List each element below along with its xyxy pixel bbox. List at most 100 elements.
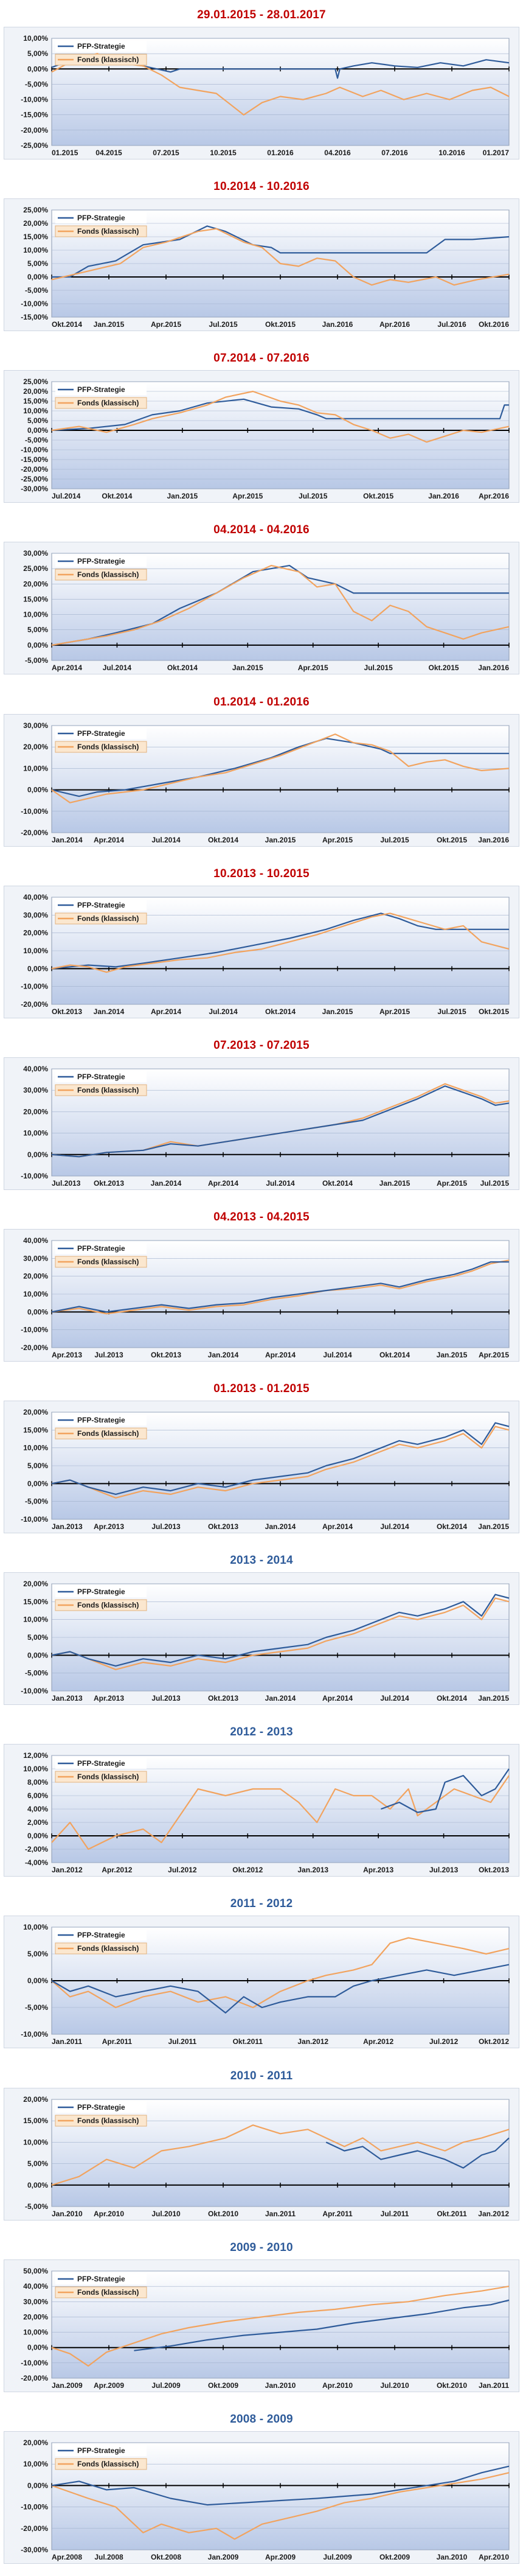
y-tick-label: 30,00%: [23, 911, 48, 919]
legend-label: PFP-Strategie: [77, 42, 125, 51]
y-tick-label: -20,00%: [21, 465, 48, 474]
chart-frame: 50,00% 40,00% 30,00% 20,00% 10,00% 0,00% -10,0…: [4, 2259, 519, 2392]
y-tick-label: 5,00%: [27, 49, 48, 58]
y-tick-label: -5,00%: [25, 1497, 48, 1506]
y-tick-label: 5,00%: [27, 259, 48, 268]
x-tick-label: Jan.2016: [478, 663, 509, 672]
y-tick-label: -4,00%: [25, 1858, 48, 1867]
y-tick-label: 25,00%: [23, 377, 48, 386]
legend-label: Fonds (klassisch): [77, 570, 139, 579]
legend-entry-bg: [55, 2286, 147, 2298]
y-tick-label: 30,00%: [23, 549, 48, 558]
x-tick-label: Okt.2014: [167, 663, 198, 672]
line-chart: 50,00% 40,00% 30,00% 20,00% 10,00% 0,00% -10,0…: [21, 2267, 510, 2390]
chart-panel: 10.2013 - 10.2015 40,00% 30,00% 20,00% 10,00…: [0, 859, 523, 1031]
x-tick-label: Okt.2009: [208, 2381, 238, 2390]
y-tick-label: -5,00%: [25, 80, 48, 88]
x-tick-label: Jul.2013: [151, 1694, 181, 1703]
x-tick-label: Apr.2015: [298, 663, 328, 672]
x-tick-label: Jan.2016: [478, 836, 509, 844]
series-line-fonds: [51, 1597, 510, 1670]
x-tick-label: Apr.2014: [265, 1351, 296, 1359]
line-chart: 40,00% 30,00% 20,00% 10,00% 0,00% -10,00% -20,…: [21, 893, 510, 1016]
chart-title: 04.2014 - 04.2016: [213, 523, 310, 536]
x-tick-label: Okt.2012: [232, 1866, 263, 1874]
chart-title: 2009 - 2010: [230, 2241, 293, 2254]
x-tick-label: Jul.2012: [429, 2037, 459, 2046]
legend-label: Fonds (klassisch): [77, 227, 139, 236]
series-line-strategie: [325, 2137, 510, 2169]
legend-entry-bg: [55, 1586, 147, 1597]
series-line-fonds: [51, 565, 510, 646]
series-line-strategie: [381, 1768, 510, 1813]
y-tick-label: 30,00%: [23, 1254, 48, 1262]
chart-panel: 2010 - 2011 20,00% 15,00% 10,00% 5,00% 0,00% -…: [0, 2061, 523, 2233]
x-tick-label: Jul.2015: [209, 320, 238, 329]
x-tick-label: Okt.2015: [429, 663, 459, 672]
y-tick-label: 30,00%: [23, 2297, 48, 2306]
x-tick-label: Jan.2013: [297, 1866, 328, 1874]
y-tick-label: -10,00%: [21, 2503, 48, 2511]
legend-label: PFP-Strategie: [77, 214, 125, 222]
legend-entry-bg: [55, 2458, 147, 2470]
plot-area: [51, 2270, 510, 2379]
legend-entry-bg: [55, 1427, 147, 1440]
y-tick-label: 50,00%: [23, 2267, 48, 2275]
x-tick-label: Okt.2014: [52, 320, 82, 329]
y-tick-label: -15,00%: [21, 111, 48, 119]
series-line-strategie: [51, 1085, 510, 1158]
y-tick-label: 4,00%: [27, 1805, 48, 1813]
x-tick-label: Okt.2013: [208, 1522, 238, 1531]
y-tick-label: 10,00%: [23, 1290, 48, 1298]
x-tick-label: Apr.2009: [94, 2381, 124, 2390]
x-tick-label: 10.2015: [210, 149, 237, 157]
x-tick-label: Jan.2010: [437, 2553, 468, 2561]
x-tick-label: Apr.2010: [479, 2553, 509, 2561]
x-tick-label: Okt.2014: [208, 836, 238, 844]
line-chart: 10,00% 5,00% 0,00% -5,00% -10,00% -15,00% -20,…: [21, 34, 510, 157]
x-tick-label: Jan.2011: [52, 2037, 82, 2046]
x-tick-label: Jul.2014: [52, 492, 81, 500]
x-tick-label: Okt.2011: [233, 2037, 263, 2046]
x-tick-label: Jan.2011: [265, 2210, 296, 2218]
y-tick-label: -25,00%: [21, 141, 48, 150]
legend-entry-bg: [55, 212, 147, 223]
legend-label: Fonds (klassisch): [77, 399, 139, 407]
legend-label: Fonds (klassisch): [77, 2460, 139, 2468]
x-tick-label: Jan.2015: [379, 1179, 410, 1188]
y-tick-label: -10,00%: [21, 1687, 48, 1695]
legend-entry-bg: [55, 2445, 147, 2456]
x-tick-label: Jan.2015: [322, 1007, 353, 1016]
chart-frame: 10,00% 5,00% 0,00% -5,00% -10,00% Jan.2011 Apr…: [4, 1916, 519, 2048]
x-tick-label: Jan.2015: [232, 663, 263, 672]
x-tick-label: Apr.2012: [102, 1866, 132, 1874]
y-tick-label: 20,00%: [23, 1107, 48, 1116]
y-tick-label: 0,00%: [27, 273, 48, 281]
x-tick-label: Apr.2013: [52, 1351, 82, 1359]
y-tick-label: 10,00%: [23, 1923, 48, 1931]
legend-label: PFP-Strategie: [77, 1244, 125, 1253]
y-tick-label: 20,00%: [23, 219, 48, 228]
x-tick-label: Apr.2015: [322, 836, 353, 844]
series-line-fonds: [51, 1937, 510, 2009]
x-tick-label: Jan.2014: [52, 836, 83, 844]
y-tick-label: -10,00%: [21, 1326, 48, 1334]
legend-label: PFP-Strategie: [77, 1759, 125, 1768]
x-tick-label: Jan.2015: [478, 1694, 509, 1703]
x-tick-label: Jan.2015: [167, 492, 198, 500]
legend-entry-bg: [55, 1071, 147, 1082]
chart-title: 01.2014 - 01.2016: [213, 696, 310, 709]
y-tick-label: 40,00%: [23, 2282, 48, 2291]
x-tick-label: Jan.2012: [52, 1866, 83, 1874]
chart-panel: 2013 - 2014 20,00% 15,00% 10,00% 5,00% 0,00% -…: [0, 1545, 523, 1717]
x-tick-label: Jan.2009: [52, 2381, 83, 2390]
legend-label: Fonds (klassisch): [77, 914, 139, 923]
x-tick-label: Apr.2015: [437, 1179, 467, 1188]
y-tick-label: -10,00%: [21, 2359, 48, 2367]
legend-label: PFP-Strategie: [77, 557, 125, 565]
chart-title: 01.2013 - 01.2015: [213, 1382, 310, 1395]
y-tick-label: 0,00%: [27, 1307, 48, 1316]
y-tick-label: -5,00%: [25, 286, 48, 295]
x-tick-label: Jul.2014: [209, 1007, 238, 1016]
y-tick-label: 0,00%: [27, 2343, 48, 2352]
